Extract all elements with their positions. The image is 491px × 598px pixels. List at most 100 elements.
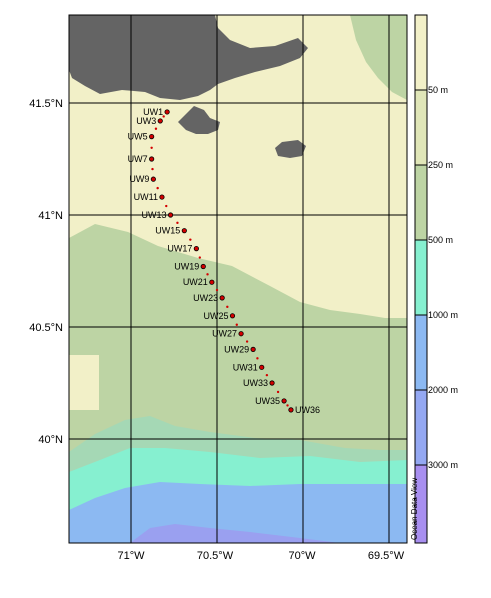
lon-tick-label: 71°W: [117, 550, 145, 562]
station-marker: [200, 263, 206, 270]
station-label: UW33: [243, 378, 268, 388]
track-dot: [165, 204, 168, 208]
station-marker: [149, 156, 155, 162]
station-marker: [157, 118, 163, 124]
track-dot: [151, 167, 154, 171]
station-label: UW9: [129, 174, 149, 184]
station-uw17: UW17: [167, 244, 199, 254]
land-nantucket: [275, 140, 306, 158]
colorbar-label: 2000 m: [428, 385, 458, 395]
station-uw9: UW9: [129, 174, 156, 184]
track-dot: [206, 273, 209, 276]
station-label: UW15: [155, 226, 180, 236]
station-label: UW17: [167, 244, 192, 254]
lon-tick-label: 69.5°W: [368, 550, 405, 562]
depth-band-2000-3000: [130, 524, 340, 543]
station-uw5: UW5: [128, 132, 155, 142]
station-uw21: UW21: [183, 277, 215, 287]
lat-tick-label: 41°N: [38, 210, 63, 222]
track-dot: [176, 221, 179, 225]
depth-colorbar: 50 m 250 m 500 m 1000 m 2000 m 3000 m Oc…: [410, 14, 458, 544]
track-dot: [276, 390, 280, 394]
colorbar-label: 3000 m: [428, 460, 458, 470]
lon-tick-label: 70.5°W: [197, 550, 234, 562]
track-dot: [286, 404, 289, 407]
colorbar-label: 50 m: [428, 85, 448, 95]
colorbar-band: [415, 315, 427, 390]
station-uw15: UW15: [155, 226, 187, 236]
track-dot: [150, 146, 153, 149]
colorbar-band: [415, 165, 427, 240]
station-uw11: UW11: [134, 192, 165, 202]
station-marker: [288, 407, 294, 413]
longitude-axis: 71°W 70.5°W 70°W 69.5°W: [117, 550, 404, 562]
station-marker: [250, 346, 256, 352]
station-marker: [181, 228, 187, 234]
station-marker: [164, 109, 170, 115]
station-label: UW35: [255, 396, 280, 406]
station-marker: [159, 194, 165, 200]
track-dot: [162, 115, 165, 118]
station-marker: [229, 313, 236, 319]
station-marker: [238, 331, 244, 337]
station-label: UW11: [134, 192, 158, 202]
track-dot: [154, 127, 158, 130]
station-label: UW23: [193, 293, 218, 303]
station-label: UW7: [128, 154, 148, 164]
track-dot: [189, 238, 192, 241]
bathymetry-layer: [69, 15, 407, 543]
colorbar-band: [415, 240, 427, 315]
station-uw35: UW35: [255, 396, 287, 406]
shallow-inset: [69, 355, 99, 410]
station-label: UW36: [295, 405, 320, 415]
lat-tick-label: 40.5°N: [29, 322, 63, 334]
station-uw29: UW29: [224, 344, 256, 354]
station-uw3: UW3: [136, 116, 163, 126]
station-marker: [149, 134, 155, 140]
track-dot: [215, 288, 219, 292]
station-uw7: UW7: [128, 154, 155, 164]
station-marker: [259, 364, 265, 370]
station-uw19: UW19: [174, 262, 206, 272]
station-uw1: UW1: [143, 107, 170, 117]
graticule: [69, 15, 407, 543]
track-dot: [265, 373, 269, 377]
track-dot: [156, 186, 159, 190]
lat-tick-label: 40°N: [38, 434, 63, 446]
station-uw23: UW23: [193, 293, 225, 303]
colorbar-label: 500 m: [428, 235, 453, 245]
station-marker: [150, 176, 156, 182]
station-marker: [193, 246, 199, 252]
lon-tick-label: 70°W: [288, 550, 316, 562]
station-uw36: UW36: [288, 405, 320, 415]
station-label: UW13: [142, 210, 167, 220]
station-label: UW3: [136, 116, 156, 126]
colorbar-frame: [414, 14, 428, 544]
plot-frame: [68, 14, 408, 544]
track-dot: [235, 323, 238, 326]
station-uw27: UW27: [212, 329, 244, 339]
station-uw33: UW33: [243, 378, 275, 388]
station-label: UW29: [224, 344, 249, 354]
station-label: UW5: [128, 132, 148, 142]
station-marker: [209, 279, 215, 285]
station-uw25: UW25: [203, 311, 236, 321]
station-marker: [281, 398, 287, 404]
track-dot: [256, 357, 259, 360]
colorbar-band: [415, 465, 427, 543]
land-mainland: [69, 15, 308, 100]
northeast-deep-patch: [350, 15, 407, 100]
ocean-data-view-watermark: Ocean Data View: [410, 478, 419, 540]
track-dot: [226, 305, 229, 309]
colorbar-band: [415, 390, 427, 465]
station-uw13: UW13: [142, 210, 174, 220]
station-uw31: UW31: [233, 362, 265, 372]
colorbar-label: 1000 m: [428, 310, 458, 320]
land-marthas-vineyard: [178, 106, 220, 134]
track-dot: [198, 256, 201, 259]
track-dot: [245, 340, 249, 343]
colorbar-band: [415, 90, 427, 165]
station-label: UW1: [143, 107, 163, 117]
colorbar-band: [415, 15, 427, 90]
